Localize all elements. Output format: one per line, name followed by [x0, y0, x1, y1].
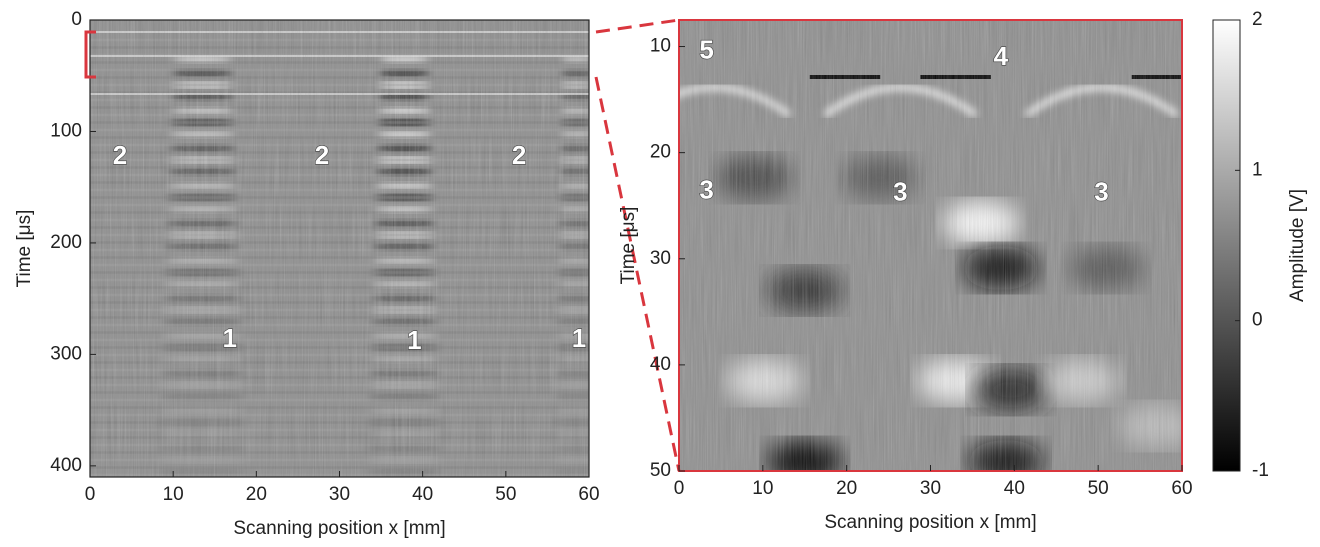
zoom-image — [679, 20, 1182, 471]
colorbar-tick-label: 2 — [1252, 9, 1263, 30]
annotation: 2 — [512, 140, 526, 170]
y-tick-label: 300 — [50, 343, 82, 364]
x-tick-label: 40 — [412, 484, 433, 505]
colorbar-tick-label: 1 — [1252, 159, 1263, 180]
annotation: 2 — [113, 140, 127, 170]
annotation: 3 — [699, 174, 713, 204]
x-tick-label: 20 — [246, 484, 267, 505]
y-tick-label: 400 — [50, 455, 82, 476]
annotation: 1 — [572, 323, 586, 353]
y-tick-label: 40 — [650, 354, 671, 375]
annotation: 2 — [315, 140, 329, 170]
y-tick-label: 20 — [650, 142, 671, 163]
x-tick-label: 10 — [163, 484, 184, 505]
texture — [679, 20, 1182, 471]
x-axis-label: Scanning position x [mm] — [824, 512, 1036, 533]
colorbar-tick-label: -1 — [1252, 460, 1269, 481]
x-tick-label: 0 — [674, 478, 685, 499]
texture — [90, 20, 589, 477]
bscan-image — [90, 20, 589, 477]
x-tick-label: 20 — [836, 478, 857, 499]
zoom-connector — [594, 18, 681, 472]
x-tick-label: 50 — [495, 484, 516, 505]
x-tick-label: 40 — [1004, 478, 1025, 499]
annotation: 5 — [699, 34, 713, 64]
annotation: 3 — [893, 177, 907, 207]
y-tick-label: 0 — [71, 9, 82, 30]
y-tick-label: 50 — [650, 460, 671, 481]
x-tick-label: 0 — [85, 484, 96, 505]
y-tick-label: 30 — [650, 248, 671, 269]
colorbar-tick-label: 0 — [1252, 310, 1263, 331]
x-tick-label: 50 — [1088, 478, 1109, 499]
annotation: 1 — [407, 325, 421, 355]
x-tick-label: 10 — [752, 478, 773, 499]
x-tick-label: 30 — [920, 478, 941, 499]
x-tick-label: 30 — [329, 484, 350, 505]
y-tick-label: 100 — [50, 120, 82, 141]
annotation: 1 — [222, 323, 236, 353]
y-axis-label: Time [μs] — [14, 210, 35, 288]
annotation: 4 — [994, 41, 1009, 71]
y-axis-label: Time [μs] — [618, 207, 639, 285]
zoom-bracket — [84, 30, 96, 79]
annotation: 3 — [1094, 177, 1108, 207]
colorbar — [1212, 19, 1241, 472]
x-axis-label: Scanning position x [mm] — [233, 518, 445, 539]
x-tick-label: 60 — [1171, 478, 1192, 499]
y-tick-label: 10 — [650, 36, 671, 57]
x-tick-label: 60 — [578, 484, 599, 505]
y-tick-label: 200 — [50, 232, 82, 253]
colorbar-label: Amplitude [V] — [1287, 189, 1308, 302]
